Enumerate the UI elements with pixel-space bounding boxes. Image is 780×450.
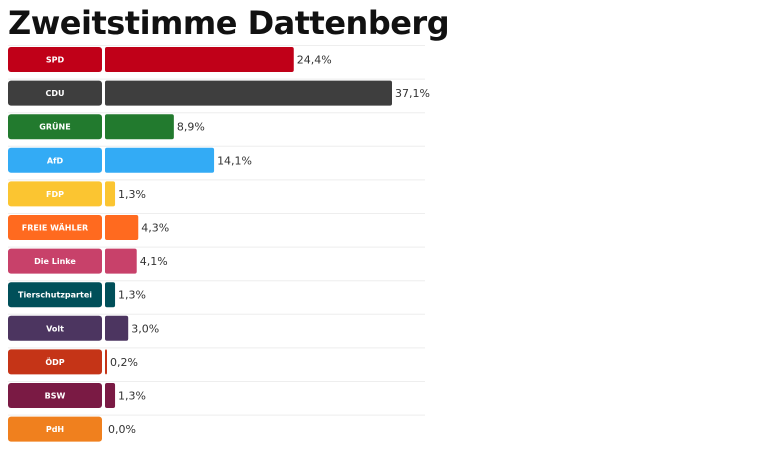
value-label-die-linke: 4,1% xyxy=(140,255,168,268)
value-label-oedp: 0,2% xyxy=(110,356,138,369)
bar-cdu xyxy=(105,80,392,106)
party-label-box-pdh xyxy=(8,416,102,442)
bar-freie-waehler xyxy=(105,215,139,240)
value-label-tierschutzpartei: 1,3% xyxy=(118,289,146,302)
bar-afd xyxy=(105,147,215,173)
party-label-box-bsw xyxy=(8,383,102,408)
value-label-fdp: 1,3% xyxy=(118,188,146,201)
party-label-box-freie-waehler xyxy=(8,215,102,240)
party-label-box-volt xyxy=(8,315,102,341)
value-label-cdu: 37,1% xyxy=(395,87,430,100)
bar-bsw xyxy=(105,383,116,408)
value-label-freie-waehler: 4,3% xyxy=(141,222,169,235)
bar-volt xyxy=(105,315,129,341)
party-label-box-tierschutzpartei xyxy=(8,282,102,308)
party-label-box-spd xyxy=(8,47,102,72)
value-label-afd: 14,1% xyxy=(217,154,252,167)
party-label-freie-waehler: FREIE WÄHLER xyxy=(22,223,88,233)
party-label-pdh: PdH xyxy=(46,425,64,434)
party-label-fdp: FDP xyxy=(46,190,64,199)
party-label-box-oedp xyxy=(8,349,102,375)
party-label-die-linke: Die Linke xyxy=(34,257,76,266)
bar-spd xyxy=(105,47,294,72)
bar-oedp xyxy=(105,349,107,375)
party-label-box-afd xyxy=(8,147,102,173)
bar-fdp xyxy=(105,181,116,207)
party-label-box-gruene xyxy=(8,114,102,140)
party-label-afd: AfD xyxy=(47,156,64,165)
party-label-gruene: GRÜNE xyxy=(39,122,70,132)
bar-tierschutzpartei xyxy=(105,282,116,308)
bar-die-linke xyxy=(105,248,137,274)
party-label-spd: SPD xyxy=(46,56,65,65)
value-label-volt: 3,0% xyxy=(131,322,159,335)
party-label-box-fdp xyxy=(8,181,102,207)
chart-title: Zweitstimme Dattenberg xyxy=(8,4,450,42)
value-label-spd: 24,4% xyxy=(297,54,332,67)
party-label-bsw: BSW xyxy=(45,392,66,401)
value-label-pdh: 0,0% xyxy=(108,423,136,436)
value-label-gruene: 8,9% xyxy=(177,121,205,134)
party-label-box-die-linke xyxy=(8,248,102,274)
bar-gruene xyxy=(105,114,174,140)
party-label-tierschutzpartei: Tierschutzpartei xyxy=(18,291,92,300)
party-label-volt: Volt xyxy=(46,324,64,333)
party-label-box-cdu xyxy=(8,80,102,106)
party-label-oedp: ÖDP xyxy=(45,357,64,367)
party-label-cdu: CDU xyxy=(45,89,64,98)
value-label-bsw: 1,3% xyxy=(118,390,146,403)
